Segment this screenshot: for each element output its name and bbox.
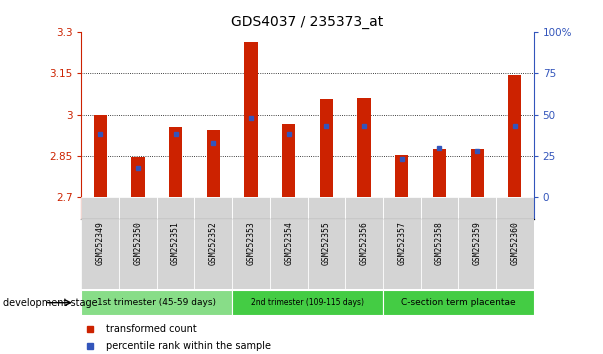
Bar [81,290,232,315]
Bar [270,198,308,219]
Bar [421,198,458,219]
Text: GSM252357: GSM252357 [397,222,406,266]
Bar [119,198,157,219]
Bar [308,198,345,219]
Bar [383,290,534,315]
Bar [232,198,270,219]
Bar [383,219,421,289]
Bar [470,149,484,198]
Bar [232,219,270,289]
Text: 1st trimester (45-59 days): 1st trimester (45-59 days) [97,298,216,307]
Bar [345,198,383,219]
Bar [169,127,182,198]
Text: GSM252360: GSM252360 [510,222,519,266]
Text: GSM252356: GSM252356 [359,222,368,266]
Bar [421,219,458,289]
Text: development stage: development stage [3,298,98,308]
Bar [496,198,534,219]
Bar [433,149,446,198]
Bar [458,219,496,289]
Text: 2nd trimester (109-115 days): 2nd trimester (109-115 days) [251,298,364,307]
Bar [244,41,257,198]
Bar [308,219,345,289]
Title: GDS4037 / 235373_at: GDS4037 / 235373_at [232,16,384,29]
Bar [194,198,232,219]
Bar [81,219,119,289]
Text: GSM252359: GSM252359 [473,222,482,266]
Text: GSM252350: GSM252350 [133,222,142,266]
Text: GSM252353: GSM252353 [247,222,256,266]
Bar [395,155,408,198]
Bar [345,219,383,289]
Text: GSM252358: GSM252358 [435,222,444,266]
Bar [131,158,145,198]
Bar [320,99,333,198]
Bar [194,219,232,289]
Text: GSM252355: GSM252355 [322,222,331,266]
Text: percentile rank within the sample: percentile rank within the sample [106,341,271,351]
Text: GSM252349: GSM252349 [96,222,105,266]
Bar [93,115,107,198]
Bar [157,198,194,219]
Bar [81,198,119,219]
Bar [207,130,220,198]
Text: transformed count: transformed count [106,324,197,333]
Bar [157,219,194,289]
Bar [232,290,383,315]
Text: GSM252351: GSM252351 [171,222,180,266]
Bar [383,198,421,219]
Text: GSM252352: GSM252352 [209,222,218,266]
Bar [270,219,308,289]
Bar [282,124,295,198]
Bar [458,198,496,219]
Bar [496,219,534,289]
Bar [119,219,157,289]
Text: C-section term placentae: C-section term placentae [401,298,516,307]
Bar [358,98,371,198]
Text: GSM252354: GSM252354 [284,222,293,266]
Bar [508,75,522,198]
